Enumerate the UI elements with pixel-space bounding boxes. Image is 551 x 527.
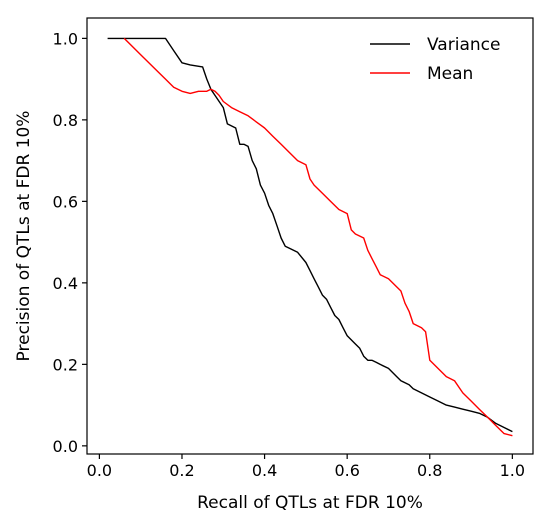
legend: Variance Mean — [370, 35, 500, 84]
series-line-variance — [107, 37, 513, 433]
axes-layer — [86, 17, 534, 455]
y-axis-ticks: 0.0 0.2 0.4 0.6 0.8 1.0 — [53, 29, 87, 456]
x-tick-label: 0.8 — [417, 461, 442, 480]
series-layer — [107, 37, 513, 437]
y-tick-label: 0.4 — [53, 274, 78, 293]
y-tick-label: 0.0 — [53, 437, 78, 456]
y-tick-label: 0.6 — [53, 192, 78, 211]
x-tick-label: 0.2 — [169, 461, 194, 480]
y-tick-label: 1.0 — [53, 29, 78, 48]
series-line-mean — [123, 37, 513, 437]
plot-frame — [86, 17, 534, 455]
x-tick-label: 0.6 — [334, 461, 359, 480]
y-tick-label: 0.2 — [53, 355, 78, 374]
legend-label-variance: Variance — [427, 35, 500, 55]
plot-background — [87, 18, 533, 454]
x-tick-label: 1.0 — [500, 461, 525, 480]
x-tick-label: 0.0 — [87, 461, 112, 480]
legend-label-mean: Mean — [427, 64, 473, 84]
y-axis-label: Precision of QTLs at FDR 10% — [14, 111, 34, 362]
x-tick-label: 0.4 — [252, 461, 277, 480]
y-tick-label: 0.8 — [53, 111, 78, 130]
x-axis-label: Recall of QTLs at FDR 10% — [197, 493, 423, 513]
x-axis-ticks: 0.0 0.2 0.4 0.6 0.8 1.0 — [87, 454, 525, 480]
